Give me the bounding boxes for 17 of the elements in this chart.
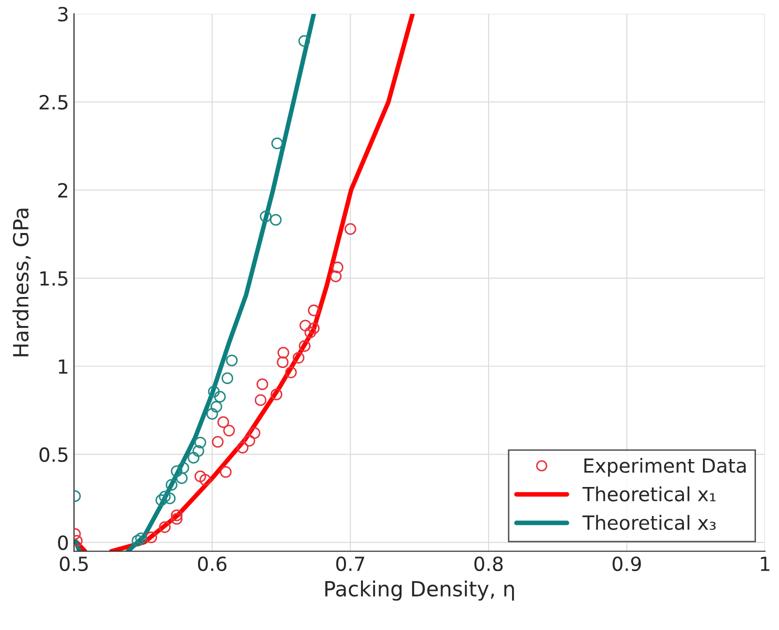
y-tick-label: 1 (58, 359, 68, 374)
x-tick-label: 0.6 (198, 556, 226, 572)
y-tick-label: 0 (58, 535, 68, 550)
x-tick-label: 1 (760, 556, 770, 571)
legend-label: Theoretical x₁ (582, 486, 716, 502)
x-tick-label: 0.7 (336, 556, 364, 572)
x-tick-label: 0.8 (474, 556, 503, 572)
legend-label: Theoretical x₃ (582, 514, 716, 530)
legend-label: Experiment Data (584, 458, 746, 477)
y-tick-label: 2.5 (40, 94, 68, 110)
x-axis-title: Packing Density, η (325, 580, 514, 601)
x-tick-label: 0.9 (612, 556, 641, 572)
y-tick-label: 1.5 (40, 271, 68, 286)
y-axis-title: Hardness, GPa (12, 208, 31, 356)
y-tick-label: 3 (58, 6, 68, 22)
y-tick-label: 0.5 (40, 447, 68, 462)
y-tick-label: 2 (58, 183, 68, 198)
